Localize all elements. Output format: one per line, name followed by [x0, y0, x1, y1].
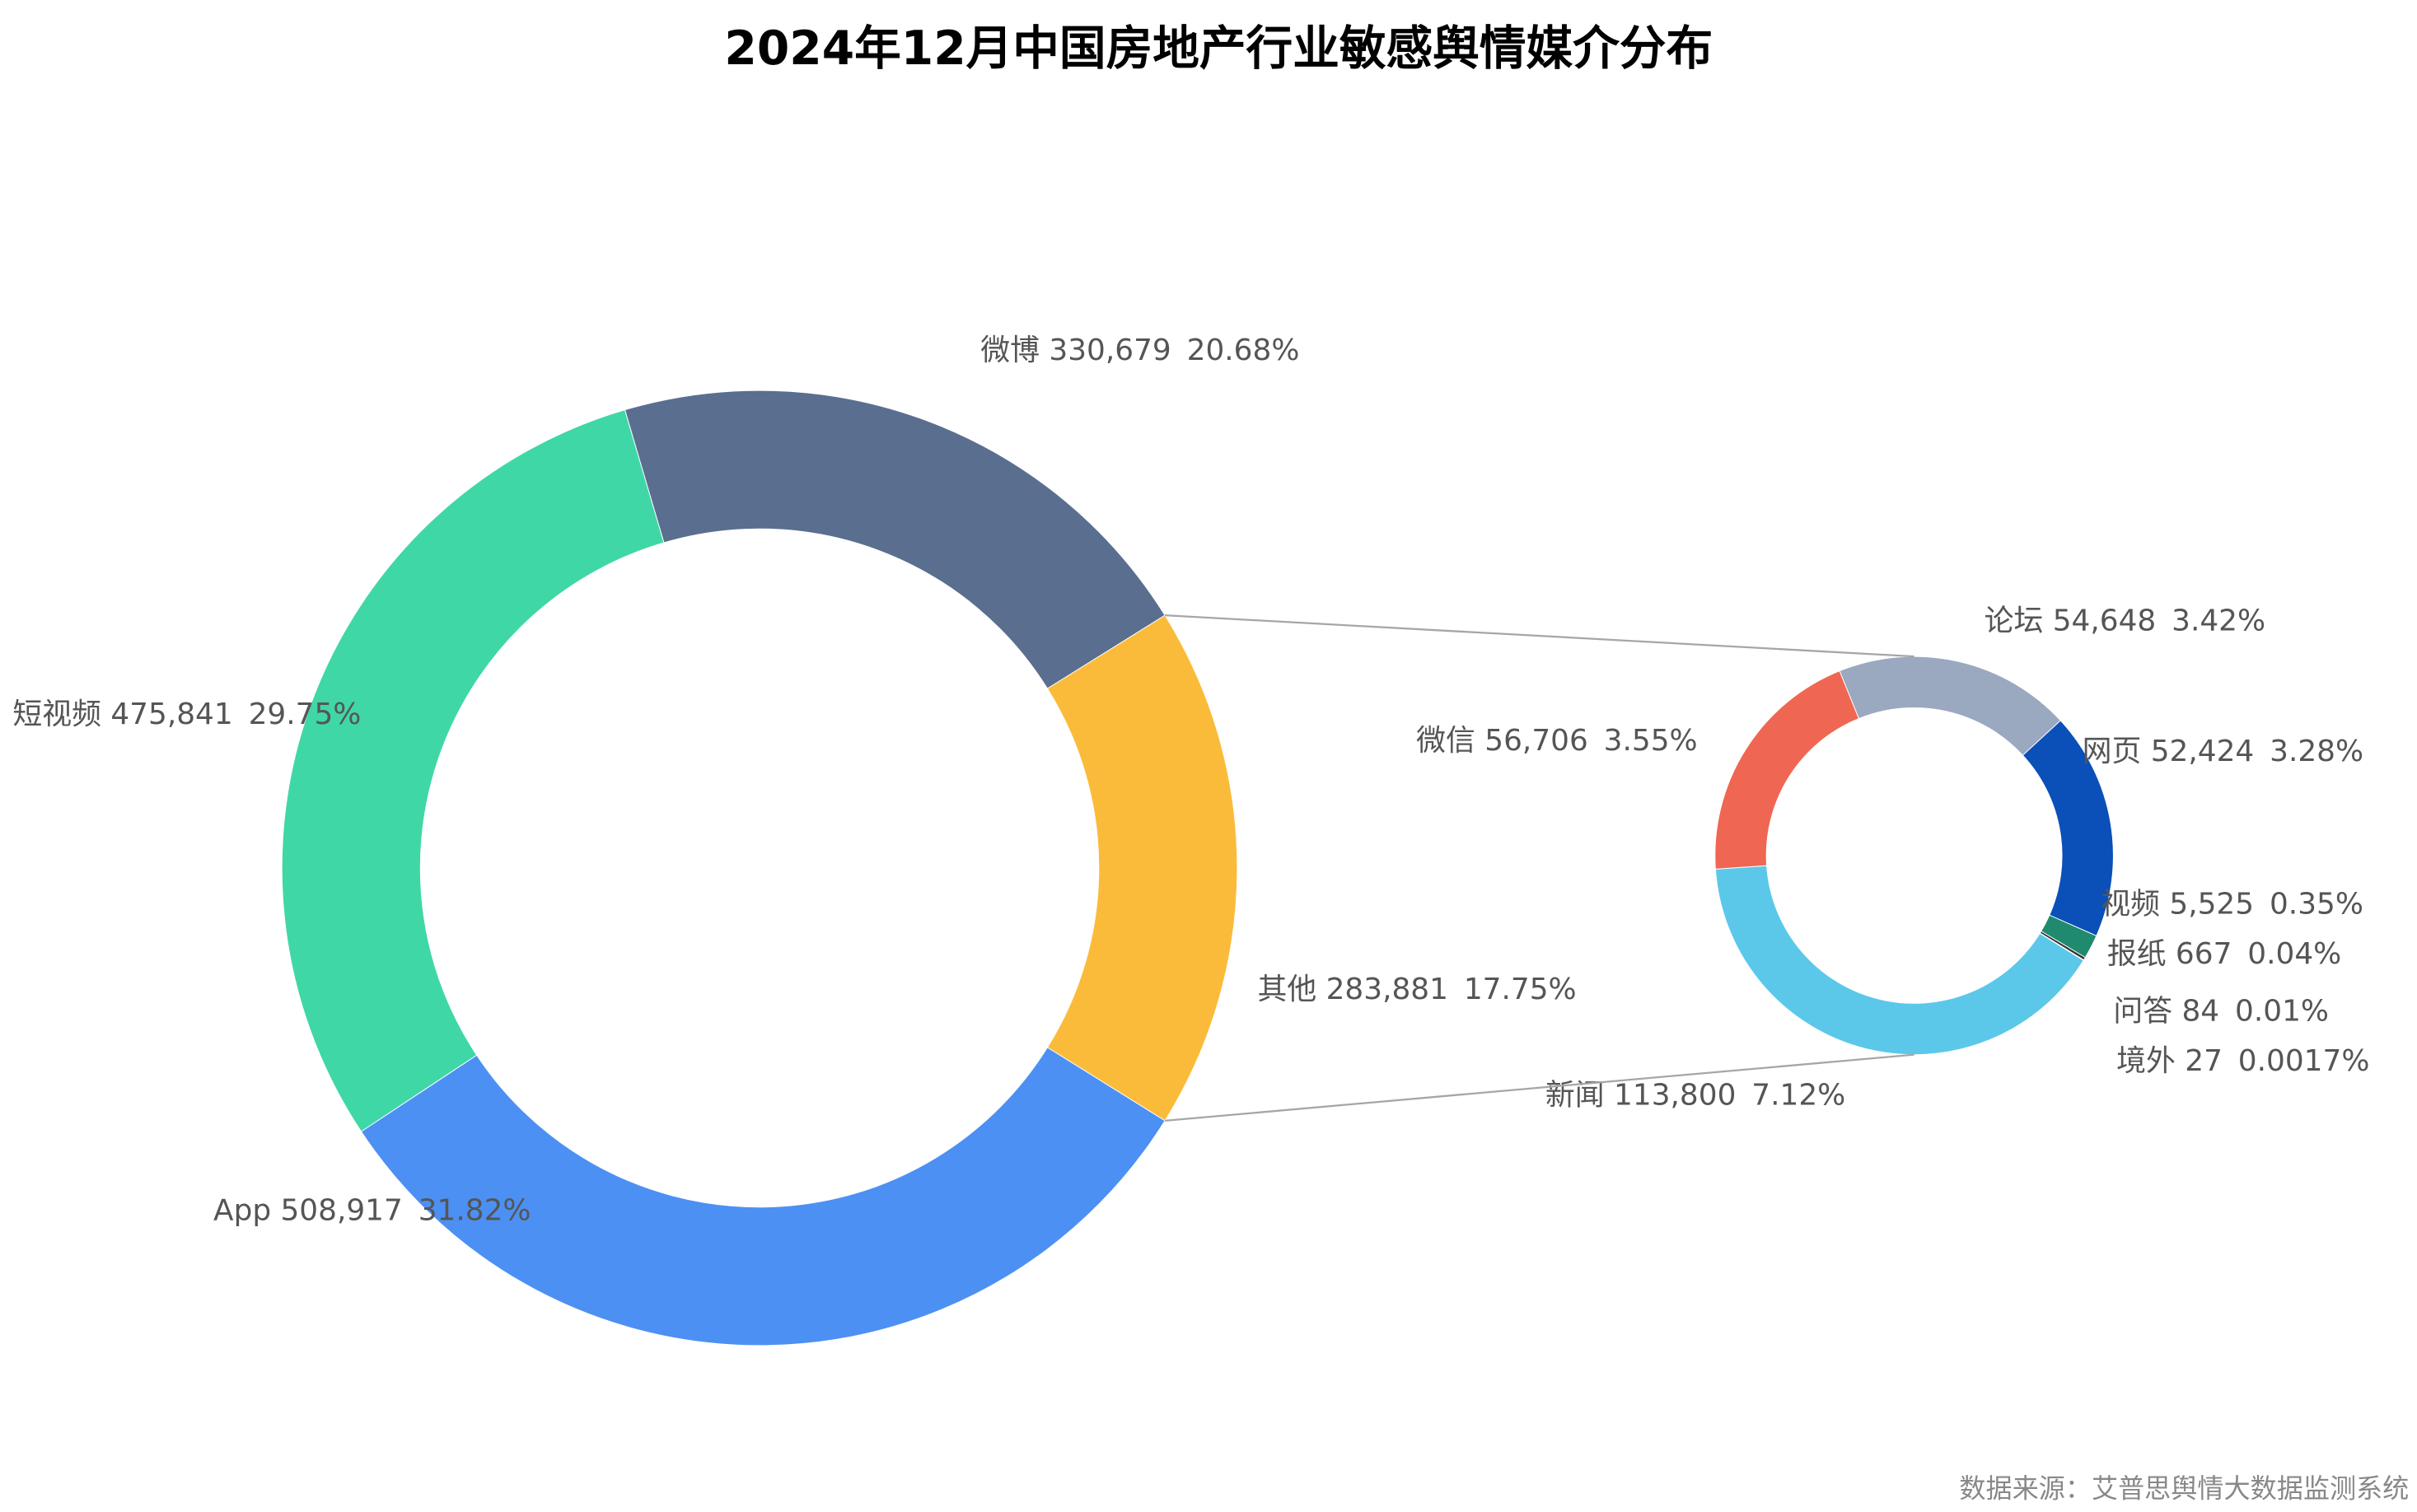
category-label: 网页 — [2083, 735, 2142, 768]
share-label: 3.42% — [2172, 604, 2265, 638]
slice-label: 问答 84 0.01% — [2113, 995, 2329, 1029]
category-label: 论坛 — [1985, 604, 2044, 638]
pie-slice — [1839, 656, 2061, 756]
slice-label: 其他 283,881 17.75% — [1258, 973, 1577, 1006]
category-label: 其他 — [1258, 973, 1317, 1006]
source-note: 数据来源：艾普思舆情大数据监测系统 — [1959, 1473, 2409, 1505]
value-label: 330,679 — [1049, 334, 1171, 367]
share-label: 17.75% — [1464, 973, 1577, 1006]
category-label: 微信 — [1416, 724, 1475, 758]
share-label: 0.0017% — [2238, 1044, 2370, 1078]
slice-label: 微信 56,706 3.55% — [1416, 724, 1697, 758]
category-label: 短视频 — [12, 698, 101, 731]
share-label: 20.68% — [1187, 334, 1300, 367]
slice-label: 新闻 113,800 7.12% — [1545, 1079, 1845, 1113]
pie-slice — [624, 390, 1166, 689]
slice-label: 网页 52,424 3.28% — [2083, 735, 2363, 768]
category-label: 报纸 — [2107, 937, 2167, 971]
pie-slice — [1714, 670, 1860, 870]
slice-label: 微博 330,679 20.68% — [980, 334, 1299, 367]
pie-slice — [360, 1047, 1166, 1346]
share-label: 7.12% — [1751, 1079, 1845, 1113]
slice-label: 境外 27 0.0017% — [2116, 1044, 2369, 1078]
slice-label: App 508,917 31.82% — [213, 1193, 531, 1227]
slice-label: 论坛 54,648 3.42% — [1985, 604, 2265, 638]
value-label: 113,800 — [1614, 1079, 1736, 1113]
category-label: 境外 — [2116, 1044, 2176, 1078]
pie-slice — [281, 409, 665, 1132]
share-label: 31.82% — [418, 1193, 531, 1227]
share-label: 0.35% — [2270, 887, 2363, 921]
value-label: 52,424 — [2151, 735, 2255, 768]
share-label: 3.55% — [1604, 724, 1698, 758]
slice-label: 短视频 475,841 29.75% — [12, 698, 361, 731]
share-label: 29.75% — [249, 698, 362, 731]
value-label: 84 — [2181, 995, 2219, 1029]
slice-label: 报纸 667 0.04% — [2107, 937, 2341, 971]
share-label: 3.28% — [2270, 735, 2363, 768]
slice-label: 视频 5,525 0.35% — [2101, 887, 2363, 921]
value-label: 475,841 — [110, 698, 232, 731]
value-label: 5,525 — [2169, 887, 2254, 921]
connector-line — [1164, 1053, 1914, 1122]
value-label: 508,917 — [280, 1193, 402, 1227]
category-label: App — [213, 1193, 271, 1227]
chart-title: 2024年12月中国房地产行业敏感舆情媒介分布 — [724, 21, 1713, 76]
value-label: 27 — [2185, 1044, 2223, 1078]
share-label: 0.01% — [2235, 995, 2329, 1029]
pie-slice — [1046, 614, 1238, 1122]
value-label: 54,648 — [2053, 604, 2157, 638]
value-label: 283,881 — [1326, 973, 1448, 1006]
category-label: 微博 — [980, 334, 1040, 367]
pie-slice — [1714, 865, 2084, 1056]
value-label: 667 — [2176, 937, 2232, 971]
share-label: 0.04% — [2247, 937, 2341, 971]
category-label: 视频 — [2101, 887, 2160, 921]
value-label: 56,706 — [1484, 724, 1588, 758]
connector-line — [1165, 614, 1914, 658]
category-label: 问答 — [2113, 995, 2172, 1029]
